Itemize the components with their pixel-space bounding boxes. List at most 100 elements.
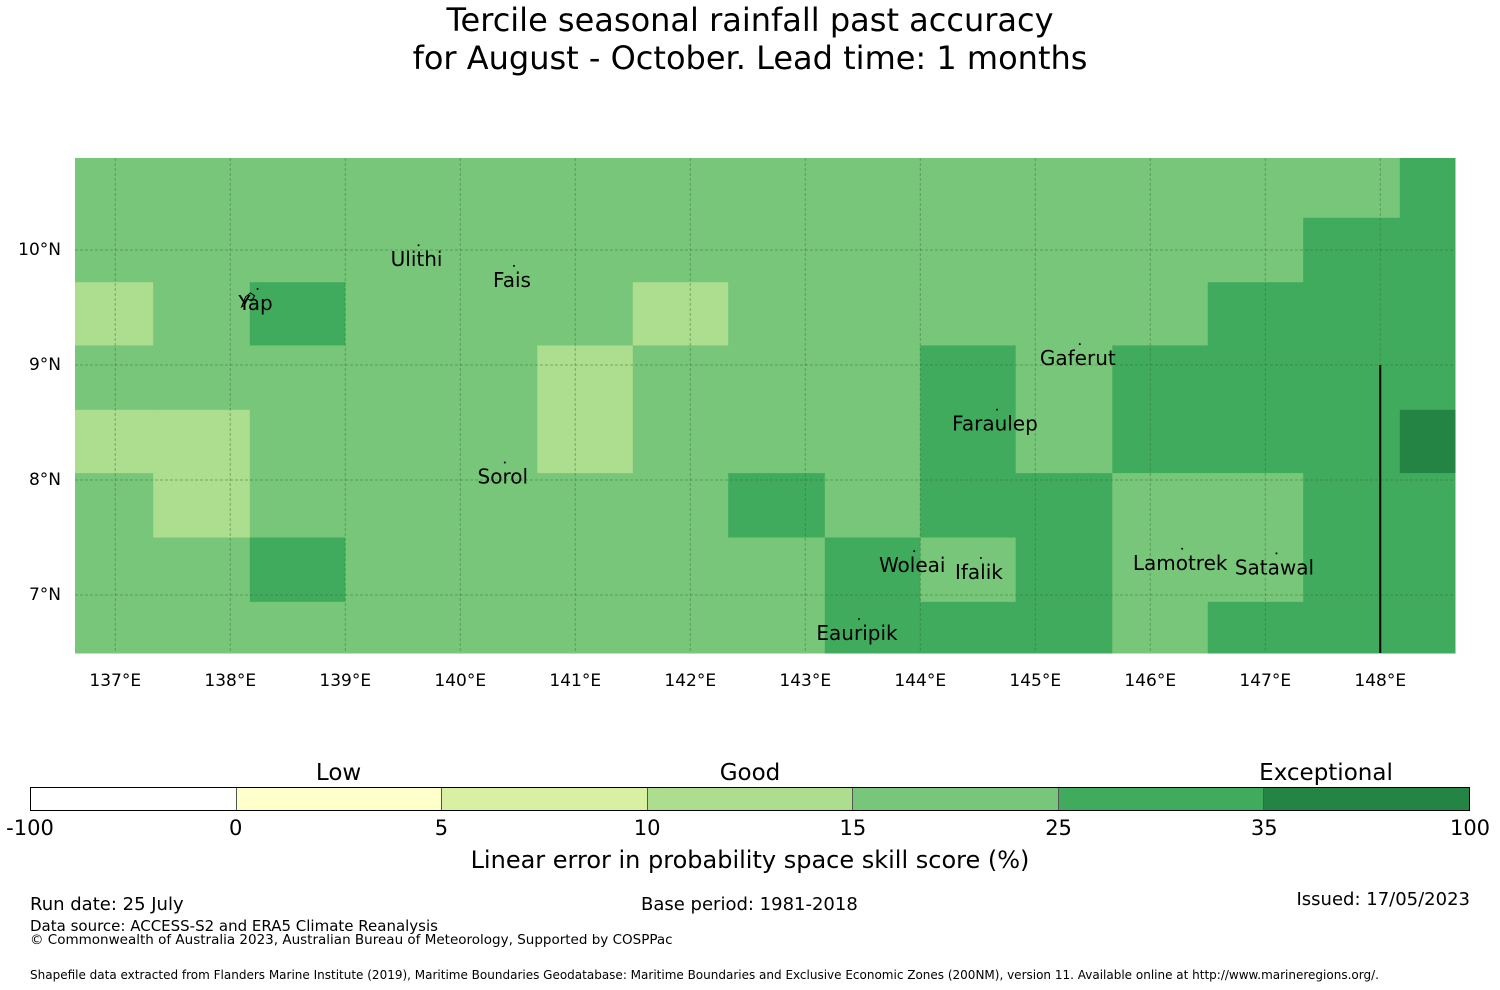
skill-cell — [153, 473, 251, 538]
skill-cell — [345, 601, 442, 654]
skill-cell — [1207, 473, 1304, 538]
skill-cell — [632, 282, 729, 346]
skill-cell — [920, 473, 1017, 538]
skill-cell — [920, 601, 1017, 654]
skill-cell — [1399, 473, 1456, 538]
skill-cell — [75, 473, 154, 538]
skill-cell — [728, 537, 826, 603]
yap-island-shape — [240, 292, 256, 309]
place-label: Eauripik — [816, 621, 898, 645]
skill-cell — [249, 158, 346, 219]
skill-cell — [1112, 282, 1209, 346]
skill-cell — [1303, 345, 1401, 411]
skill-cell — [1112, 537, 1209, 603]
place-label: Faraulep — [952, 412, 1038, 436]
skill-cell — [728, 409, 826, 474]
colorbar-category-label: Exceptional — [1259, 760, 1393, 786]
island-marker — [503, 461, 506, 464]
skill-cell — [249, 601, 346, 654]
skill-cell — [440, 282, 538, 346]
skill-cell — [75, 345, 154, 411]
x-tick-label: 141°E — [549, 671, 601, 691]
x-axis-ticks: 137°E 138°E 139°E 140°E 141°E 142°E 143°E 144°E… — [89, 671, 1406, 691]
y-tick-label: 8°N — [29, 470, 61, 490]
skill-cell — [1112, 601, 1209, 654]
skill-cell — [153, 601, 251, 654]
y-tick-label: 10°N — [18, 240, 61, 260]
skill-cell — [632, 158, 729, 219]
skill-cell — [1015, 537, 1113, 603]
colorbar-segment — [647, 788, 854, 810]
skill-cell — [824, 345, 921, 411]
x-tick-label: 145°E — [1009, 671, 1061, 691]
island-marker — [979, 557, 982, 559]
skill-cell — [1399, 409, 1456, 474]
skill-cell — [632, 217, 729, 283]
skill-cell — [1015, 158, 1113, 219]
skill-cell — [345, 537, 442, 603]
colorbar-tick-label: 100 — [1449, 816, 1491, 840]
skill-cell — [824, 282, 921, 346]
colorbar-tick-label: -100 — [6, 816, 54, 840]
colorbar-category-label: Good — [719, 760, 781, 786]
place-label: Yap — [237, 291, 272, 315]
colorbar-segment — [853, 788, 1059, 810]
skill-cell — [153, 158, 251, 219]
skill-cell — [1399, 537, 1456, 603]
skill-cell — [75, 158, 154, 219]
island-marker — [513, 264, 515, 267]
skill-cell — [632, 537, 729, 603]
skill-cell — [920, 409, 1017, 474]
skill-cell — [1015, 217, 1113, 283]
skill-cell — [1399, 158, 1456, 219]
colorbar-tick-label: 5 — [434, 816, 449, 840]
skill-cell — [824, 537, 921, 603]
skill-cell — [1207, 345, 1304, 411]
skill-cell — [1303, 158, 1401, 219]
skill-cell — [1015, 409, 1113, 474]
y-tick-label: 9°N — [29, 355, 61, 375]
skill-cell — [1112, 409, 1209, 474]
skill-cell — [1399, 282, 1456, 346]
skill-cell — [249, 345, 346, 411]
skill-cell — [1207, 282, 1304, 346]
skill-cell — [440, 473, 538, 538]
skill-cell — [1207, 537, 1304, 603]
skill-cell — [440, 409, 538, 474]
base-period: Base period: 1981-2018 — [641, 894, 858, 915]
skill-cell — [728, 345, 826, 411]
island-marker — [858, 617, 860, 620]
place-label: Fais — [493, 268, 531, 292]
run-date: Run date: 25 July — [30, 894, 184, 915]
skill-cell — [345, 409, 442, 474]
skill-cell — [1015, 601, 1113, 654]
island-marker — [913, 550, 916, 553]
skill-cell — [249, 217, 346, 283]
skill-cell — [1303, 409, 1401, 474]
skill-cell — [1112, 158, 1209, 219]
skill-cell — [249, 473, 346, 538]
skill-cell — [1303, 601, 1401, 654]
skill-cell — [728, 473, 826, 538]
map-title-line-2: for August - October. Lead time: 1 month… — [412, 39, 1088, 77]
skill-cell — [153, 345, 251, 411]
skill-cell — [632, 409, 729, 474]
skill-cell — [1112, 345, 1209, 411]
skill-cell — [824, 601, 921, 654]
skill-cell — [1303, 537, 1401, 603]
colorbar-tick-label: 35 — [1250, 816, 1278, 840]
island-markers — [240, 244, 1278, 620]
skill-cell — [728, 158, 826, 219]
skill-cell — [345, 345, 442, 411]
skill-cell — [440, 537, 538, 603]
skill-cell — [75, 601, 154, 654]
skill-cell — [537, 537, 634, 603]
skill-cell — [537, 217, 634, 283]
colorbar-tick-label: 0 — [229, 816, 243, 840]
island-marker — [1078, 343, 1081, 346]
skill-cell — [249, 537, 346, 603]
skill-cell — [632, 601, 729, 654]
x-tick-label: 148°E — [1354, 671, 1406, 691]
skill-cell — [824, 158, 921, 219]
skill-cell — [537, 601, 634, 654]
